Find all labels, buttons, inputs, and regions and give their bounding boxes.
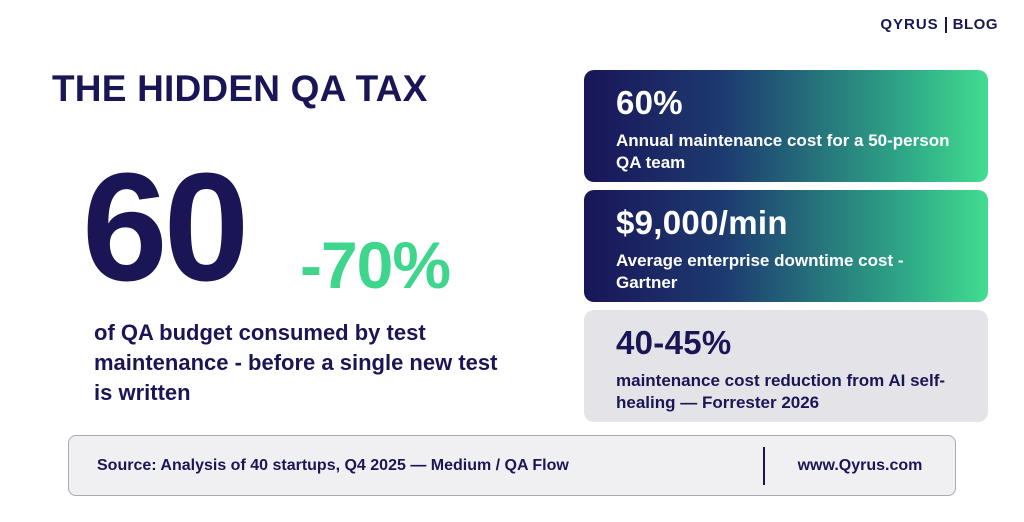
qyrus-logo: QYRUS bbox=[880, 16, 939, 33]
stat-description: Average enterprise downtime cost - Gartn… bbox=[616, 251, 904, 292]
headline: THE HIDDEN QA TAX bbox=[52, 68, 428, 109]
source-text: Source: Analysis of 40 startups, Q4 2025… bbox=[97, 456, 569, 474]
stat-card-self-healing: 40-45% maintenance cost reduction from A… bbox=[584, 310, 988, 422]
stat-description: Annual maintenance cost for a 50-person … bbox=[616, 131, 950, 172]
stat-card-downtime: $9,000/min Average enterprise downtime c… bbox=[584, 190, 988, 302]
stat-value: $9,000/min bbox=[616, 204, 788, 241]
stat-description: maintenance cost reduction from AI self-… bbox=[616, 371, 946, 412]
footer-divider bbox=[763, 446, 765, 485]
hero-suffix: -70% bbox=[300, 228, 451, 302]
hero-number: 60 bbox=[82, 141, 249, 313]
brand-header: QYRUS BLOG bbox=[880, 16, 998, 33]
stat-value: 40-45% bbox=[616, 324, 732, 361]
stat-card-maintenance: 60% Annual maintenance cost for a 50-per… bbox=[584, 70, 988, 182]
source-footer: Source: Analysis of 40 startups, Q4 2025… bbox=[68, 435, 956, 496]
brand-section-label: BLOG bbox=[952, 16, 998, 33]
website-link[interactable]: www.Qyrus.com bbox=[797, 456, 923, 474]
brand-divider bbox=[944, 16, 947, 33]
stat-value: 60% bbox=[616, 84, 683, 121]
hero-caption: of QA budget consumed by test maintenanc… bbox=[94, 320, 498, 405]
